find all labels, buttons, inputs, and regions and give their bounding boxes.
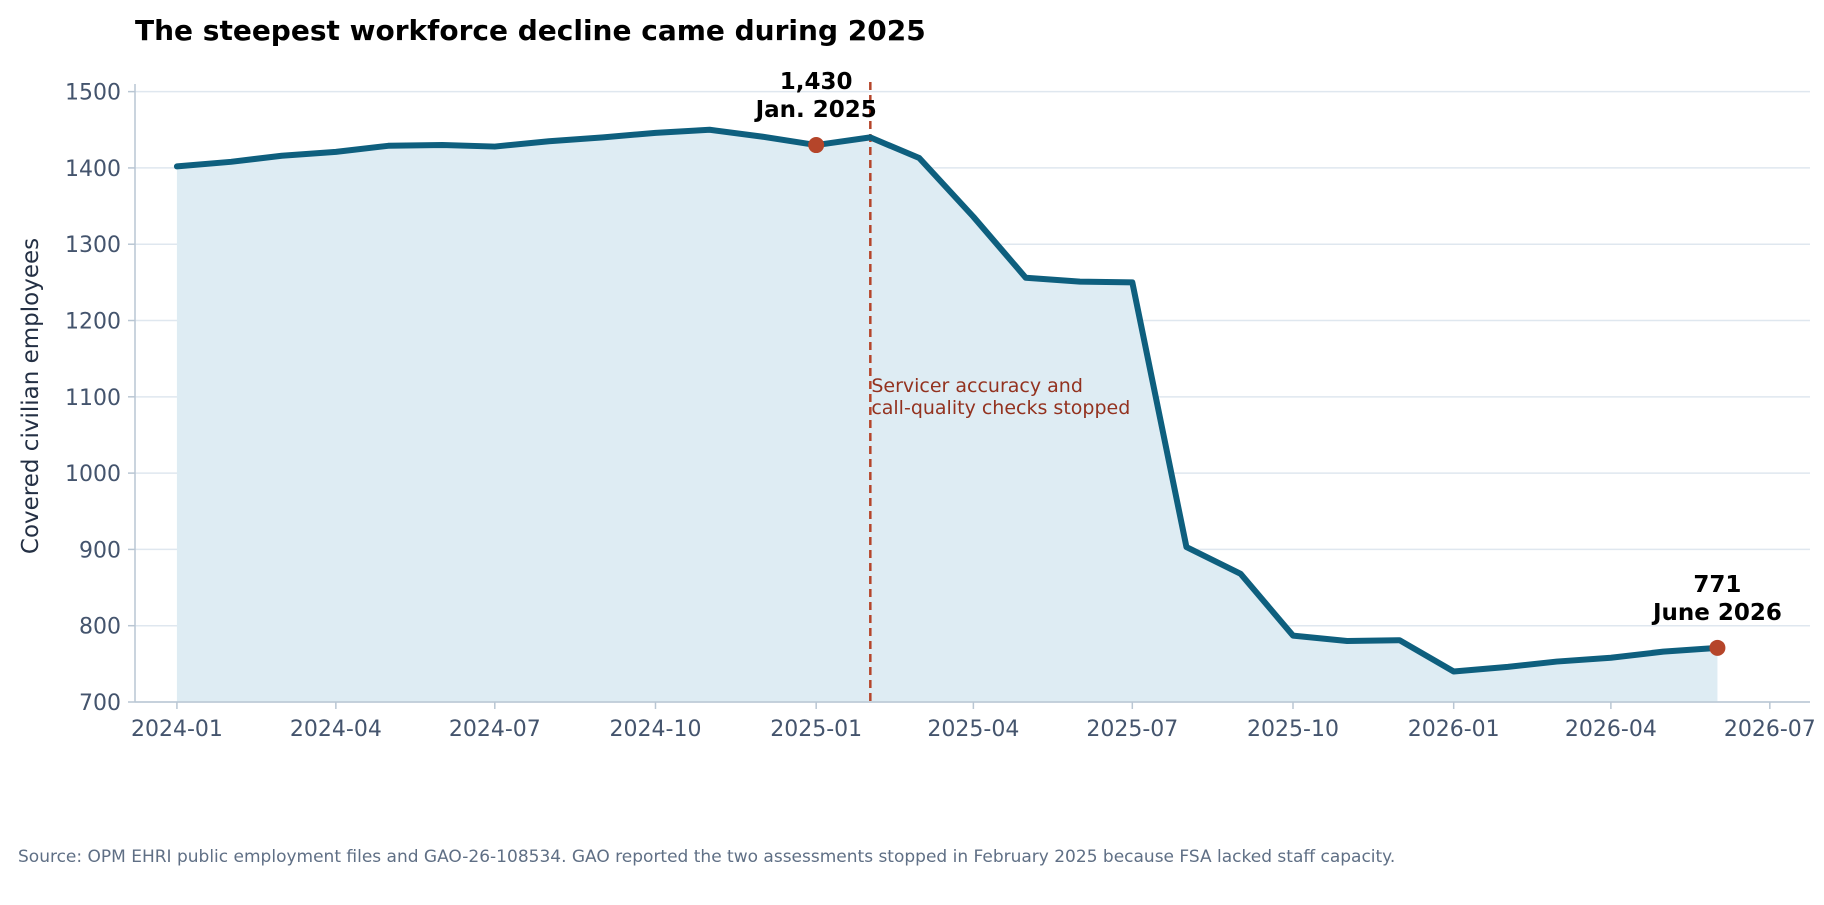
- data-point: [1077, 279, 1083, 285]
- data-point: [333, 149, 339, 155]
- x-tick-label: 2024-07: [449, 717, 541, 742]
- y-axis-label: Covered civilian employees: [18, 238, 44, 554]
- data-point: [1290, 633, 1296, 639]
- data-point: [1183, 544, 1189, 550]
- axis-lines: [128, 84, 1810, 709]
- data-point: [228, 159, 234, 165]
- data-point: [385, 143, 391, 149]
- data-point: [759, 134, 765, 140]
- data-point: [546, 138, 552, 144]
- y-tick-label: 1000: [65, 462, 121, 487]
- data-point: [1451, 668, 1457, 674]
- x-tick-label: 2026-04: [1565, 717, 1657, 742]
- x-tick-label: 2024-10: [610, 717, 702, 742]
- x-tick-label: 2026-07: [1724, 717, 1816, 742]
- data-point: [439, 142, 445, 148]
- event-label-line1: Servicer accuracy and: [871, 375, 1083, 397]
- highlight-value-label: 771: [1693, 572, 1741, 598]
- x-tick-label: 2025-04: [927, 717, 1019, 742]
- data-point: [1129, 279, 1135, 285]
- source-note: Source: OPM EHRI public employment files…: [18, 847, 1396, 867]
- x-tick-label: 2025-07: [1086, 717, 1178, 742]
- data-point: [1397, 637, 1403, 643]
- series-line: [173, 126, 1721, 675]
- data-point: [1608, 655, 1614, 661]
- data-point: [867, 134, 873, 140]
- highlight-marker: [1709, 639, 1726, 656]
- y-tick-label: 700: [79, 691, 121, 716]
- tick-labels: 700 800 900 1000 1100 1200 1300 1400 1500 2024-01…: [65, 81, 1816, 742]
- data-point: [707, 127, 713, 133]
- data-point: [1660, 649, 1666, 655]
- data-point: [174, 163, 180, 169]
- area-fill: [176, 129, 1718, 702]
- data-point: [1023, 275, 1029, 281]
- x-tick-label: 2025-01: [770, 717, 862, 742]
- data-point: [600, 134, 606, 140]
- marker-layer: [808, 137, 1726, 656]
- x-tick-label: 2026-01: [1408, 717, 1500, 742]
- data-point: [279, 153, 285, 159]
- x-tick-label: 2025-10: [1247, 717, 1339, 742]
- highlight-marker: [808, 137, 825, 154]
- y-tick-label: 900: [79, 538, 121, 563]
- event-label-line2: call-quality checks stopped: [871, 397, 1130, 419]
- area-layer: [176, 129, 1718, 702]
- data-point: [1505, 664, 1511, 670]
- y-tick-label: 1100: [65, 386, 121, 411]
- highlight-value-label: 1,430: [780, 69, 853, 95]
- data-point: [1344, 638, 1350, 644]
- x-tick-label: 2024-04: [290, 717, 382, 742]
- chart-title: The steepest workforce decline came duri…: [135, 14, 926, 47]
- y-tick-label: 1300: [65, 233, 121, 258]
- data-point: [492, 144, 498, 150]
- data-point: [1238, 571, 1244, 577]
- data-point: [1554, 659, 1560, 665]
- line-layer: [173, 126, 1721, 675]
- highlight-date-label: Jan. 2025: [754, 97, 877, 123]
- y-tick-label: 1200: [65, 310, 121, 335]
- y-tick-label: 800: [79, 615, 121, 640]
- data-point: [970, 214, 976, 220]
- data-point: [916, 155, 922, 161]
- y-tick-label: 1500: [65, 81, 121, 106]
- highlight-date-label: June 2026: [1651, 600, 1782, 626]
- data-point: [652, 130, 658, 136]
- x-tick-label: 2024-01: [131, 717, 223, 742]
- y-tick-label: 1400: [65, 157, 121, 182]
